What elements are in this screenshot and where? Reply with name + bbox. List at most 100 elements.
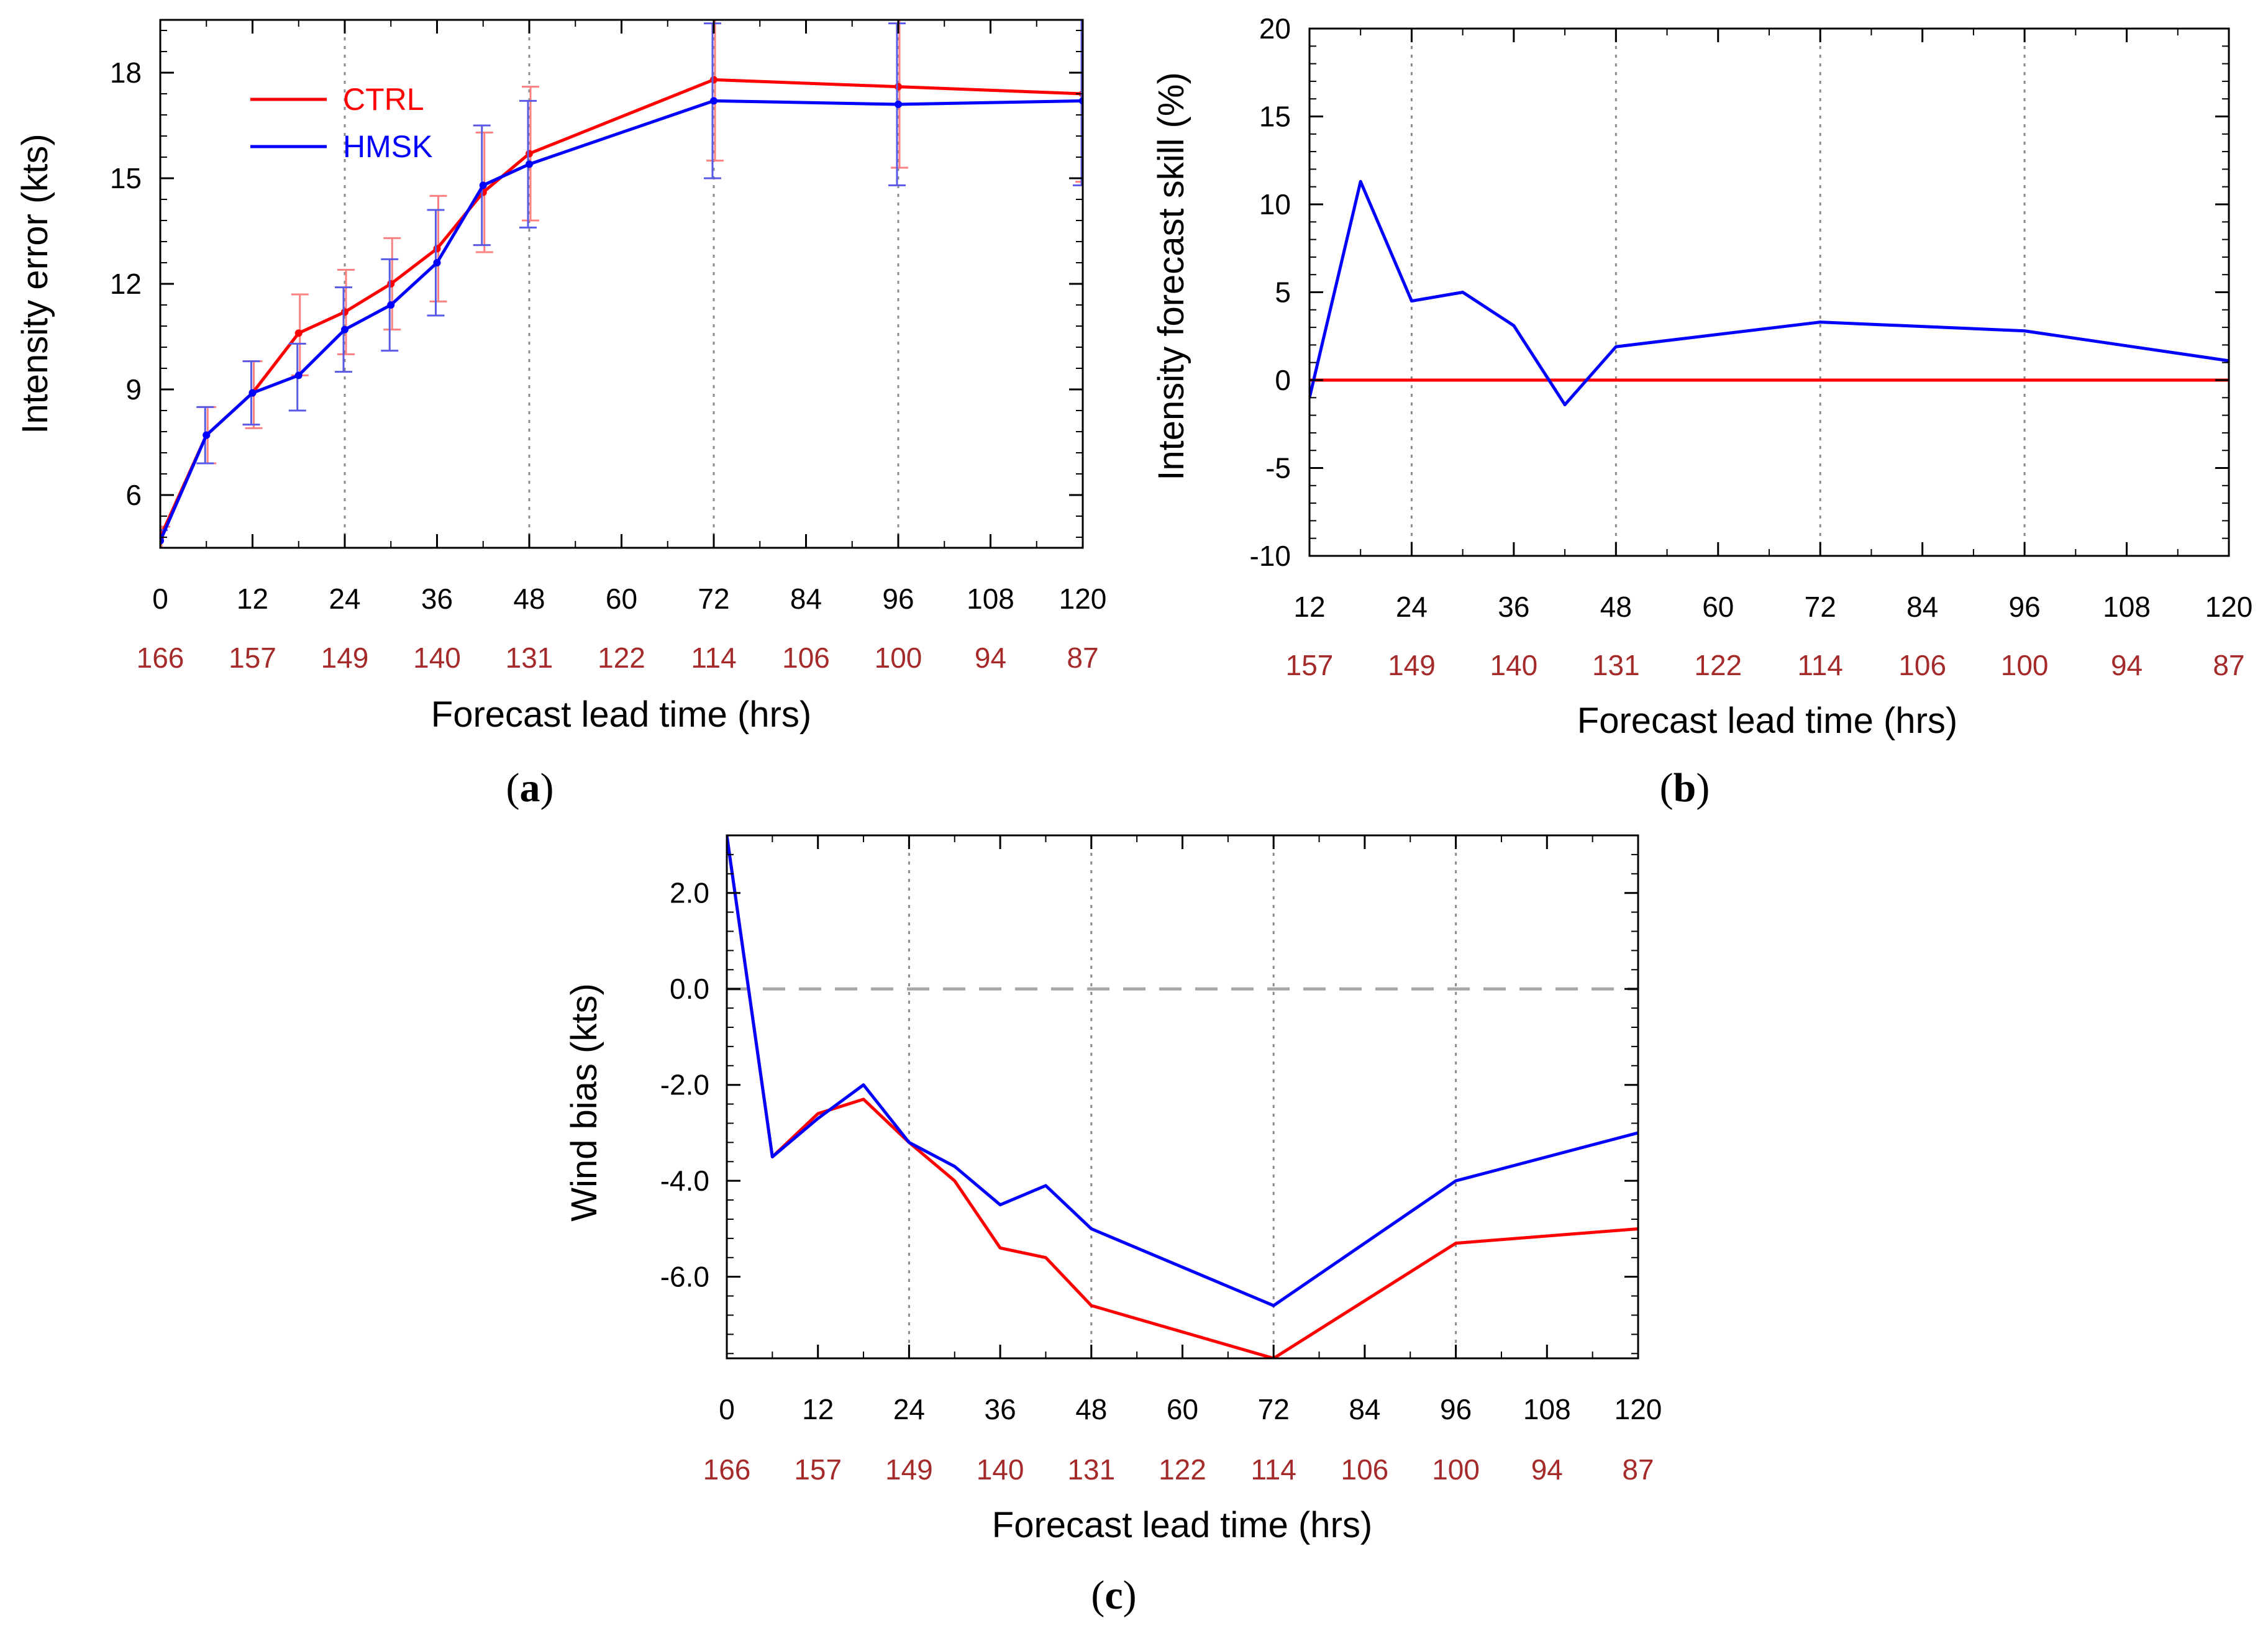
- panel-c-label-open: (: [1091, 1573, 1104, 1618]
- case-count-label: 131: [1592, 649, 1640, 681]
- x-tick-label: 36: [985, 1393, 1016, 1425]
- y-tick-label: 0: [1275, 364, 1291, 396]
- y-tick-label: 0.0: [670, 973, 709, 1005]
- panel-a-grid: [344, 20, 899, 548]
- x-tick-label: 48: [1600, 591, 1632, 623]
- x-tick-label: 24: [329, 583, 360, 615]
- panel-b-x-axis-title: Forecast lead time (hrs): [1577, 701, 1957, 741]
- panel-a-intensity-error-chart: 0 166 12 157 24 149 36 140 48 131 60 122 72 114 84 106 9…: [15, 19, 1107, 811]
- y-tick-label: -6.0: [660, 1261, 709, 1293]
- panel-b-intensity-skill-chart: 1215724149361404813160122721148410696100…: [1151, 12, 2252, 811]
- x-tick-label: 108: [1523, 1393, 1571, 1425]
- y-tick-label: 5: [1275, 276, 1291, 309]
- panel-b-series-clip: [1309, 179, 2229, 407]
- ctrl-data-point: [526, 150, 533, 158]
- x-tick-label: 36: [1498, 591, 1529, 623]
- hmsk-data-point: [387, 301, 395, 309]
- hmsk-data-point: [203, 431, 211, 439]
- hmsk-data-point: [710, 97, 717, 105]
- case-count-label: 157: [794, 1453, 842, 1486]
- x-tick-label: 48: [513, 583, 545, 615]
- case-count-label: 106: [1341, 1453, 1389, 1486]
- ctrl-data-point: [433, 245, 441, 253]
- panel-b-series: [1309, 179, 2229, 407]
- panel-c-label: (c): [1091, 1573, 1136, 1618]
- x-tick-label: 108: [2103, 591, 2151, 623]
- x-tick-label: 96: [882, 583, 914, 615]
- panel-c-y-axis-title: Wind bias (kts): [564, 983, 604, 1222]
- x-tick-label: 60: [1702, 591, 1734, 623]
- case-count-label: 122: [1159, 1453, 1206, 1486]
- case-count-label: 100: [875, 642, 922, 674]
- case-count-label: 94: [1531, 1453, 1563, 1486]
- case-count-label: 131: [506, 642, 553, 674]
- panel-a-tick-labels: 0 166 12 157 24 149 36 140 48 131 60 122 72 114 84 106 9…: [110, 57, 1107, 674]
- panel-c-label-letter: c: [1104, 1573, 1123, 1618]
- ctrl-series-line: [160, 78, 1083, 538]
- hmsk-data-point: [526, 160, 533, 168]
- legend-ctrl-label: CTRL: [343, 82, 424, 117]
- x-tick-label: 84: [1349, 1393, 1380, 1425]
- case-count-label: 149: [321, 642, 369, 674]
- panel-a-x-axis-title: Forecast lead time (hrs): [431, 694, 811, 735]
- panel-a-series: [160, 20, 1083, 548]
- panel-a-label-letter: a: [520, 765, 540, 811]
- y-tick-label: 10: [1259, 188, 1291, 220]
- x-tick-label: 12: [1293, 591, 1325, 623]
- ctrl-data-point: [387, 280, 395, 288]
- y-tick-label: -2.0: [660, 1069, 709, 1101]
- ctrl-data-point: [341, 308, 348, 316]
- panel-a-y-axis-title: Intensity error (kts): [15, 134, 55, 434]
- case-count-label: 122: [598, 642, 645, 674]
- hmsk-data-point: [294, 371, 303, 379]
- y-tick-label: 9: [125, 373, 142, 406]
- case-count-label: 114: [1798, 649, 1843, 681]
- hmsk-data-point: [433, 259, 441, 266]
- hmsk-series-line: [727, 835, 1638, 1307]
- hmsk-data-point: [248, 389, 257, 397]
- panel-c-series: [727, 835, 1638, 1358]
- panel-a-label: (a): [506, 765, 554, 811]
- hmsk-data-point: [341, 325, 348, 334]
- x-tick-label: 36: [421, 583, 453, 615]
- y-tick-label: 6: [125, 479, 142, 511]
- case-count-label: 149: [885, 1453, 933, 1486]
- panel-b-ticks: [1308, 27, 2230, 557]
- case-count-label: 106: [782, 642, 830, 674]
- x-tick-label: 72: [698, 583, 729, 615]
- x-tick-label: 120: [2205, 591, 2253, 623]
- hmsk-series-line: [1309, 179, 2229, 407]
- x-tick-label: 72: [1805, 591, 1836, 623]
- case-count-label: 87: [1622, 1453, 1654, 1486]
- x-tick-label: 84: [1906, 591, 1938, 623]
- hmsk-series-line: [160, 99, 1083, 542]
- x-tick-label: 60: [606, 583, 637, 615]
- hmsk-data-point: [479, 181, 487, 189]
- ctrl-data-point: [895, 83, 902, 91]
- panel-c-series-clip: [727, 835, 1638, 1358]
- x-tick-label: 12: [237, 583, 268, 615]
- case-count-label: 166: [137, 642, 184, 674]
- panel-b-label-letter: b: [1674, 765, 1696, 811]
- panel-c-grid: [727, 835, 1638, 1358]
- x-tick-label: 96: [1440, 1393, 1472, 1425]
- ctrl-data-point: [294, 329, 303, 337]
- panel-b-plot-frame: [1308, 27, 2230, 557]
- case-count-label: 94: [2111, 649, 2143, 681]
- x-tick-label: 12: [802, 1393, 834, 1425]
- x-tick-label: 0: [152, 583, 168, 615]
- case-count-label: 87: [2213, 649, 2244, 681]
- case-count-label: 122: [1694, 649, 1742, 681]
- y-tick-label: -5: [1265, 452, 1291, 484]
- x-tick-label: 96: [2009, 591, 2041, 623]
- panel-b-y-axis-title: Intensity forecast skill (%): [1151, 72, 1191, 481]
- x-tick-label: 24: [893, 1393, 925, 1425]
- panel-b-label-open: (: [1660, 765, 1674, 811]
- y-tick-label: -4.0: [660, 1165, 709, 1197]
- panel-c-plot-frame: [726, 834, 1639, 1360]
- panel-c-ticks: [726, 835, 1639, 1358]
- x-tick-label: 72: [1258, 1393, 1290, 1425]
- panel-a-ticks: [159, 20, 1084, 548]
- panel-a-label-open: (: [506, 765, 520, 811]
- case-count-label: 140: [413, 642, 461, 674]
